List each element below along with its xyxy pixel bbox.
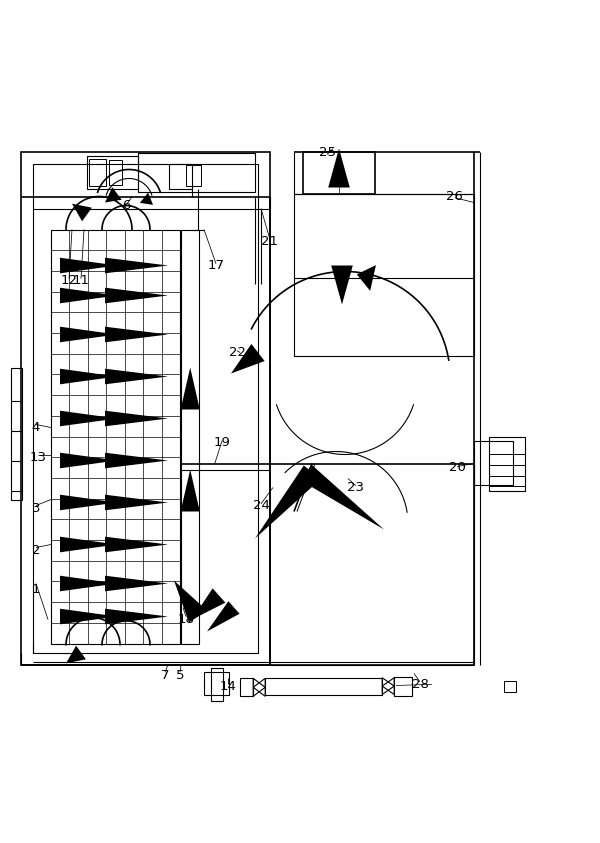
Polygon shape <box>105 411 168 427</box>
Bar <box>169 164 192 189</box>
Text: 3: 3 <box>32 502 40 515</box>
Polygon shape <box>60 609 117 625</box>
Polygon shape <box>181 470 200 512</box>
Polygon shape <box>105 327 168 342</box>
Polygon shape <box>60 368 117 384</box>
Polygon shape <box>140 192 153 205</box>
Text: 11: 11 <box>73 274 89 287</box>
Polygon shape <box>60 537 117 552</box>
Text: 2: 2 <box>32 544 40 557</box>
Polygon shape <box>192 588 226 620</box>
Bar <box>21 152 270 664</box>
Polygon shape <box>60 287 117 303</box>
Text: 17: 17 <box>208 259 224 272</box>
Bar <box>33 164 258 652</box>
Polygon shape <box>105 258 168 273</box>
Polygon shape <box>105 609 168 625</box>
Bar <box>294 194 474 356</box>
Text: 4: 4 <box>32 421 40 434</box>
Bar <box>186 165 201 186</box>
Polygon shape <box>301 464 384 529</box>
Polygon shape <box>105 368 168 384</box>
Polygon shape <box>181 368 200 410</box>
Text: 19: 19 <box>214 436 230 449</box>
Bar <box>394 676 412 696</box>
Bar <box>265 678 382 695</box>
Text: 22: 22 <box>229 346 245 359</box>
Polygon shape <box>60 258 117 273</box>
Text: 6: 6 <box>122 199 130 212</box>
Bar <box>138 153 255 192</box>
Polygon shape <box>60 327 117 342</box>
Bar <box>87 156 138 189</box>
Text: 23: 23 <box>347 481 364 494</box>
Polygon shape <box>231 344 265 373</box>
Bar <box>181 229 199 643</box>
Polygon shape <box>66 646 86 663</box>
Polygon shape <box>105 287 168 303</box>
Polygon shape <box>60 495 117 510</box>
Polygon shape <box>60 453 117 469</box>
Text: 24: 24 <box>253 499 269 512</box>
Text: 20: 20 <box>449 461 466 475</box>
Bar <box>211 668 223 701</box>
Bar <box>504 680 516 691</box>
Polygon shape <box>105 453 168 469</box>
Bar <box>489 437 525 491</box>
Polygon shape <box>105 495 168 510</box>
Polygon shape <box>105 537 168 552</box>
Polygon shape <box>105 576 168 591</box>
Polygon shape <box>60 576 117 591</box>
Polygon shape <box>357 265 376 291</box>
Bar <box>11 368 22 500</box>
Text: 28: 28 <box>412 678 428 690</box>
Text: 12: 12 <box>61 274 77 287</box>
Polygon shape <box>60 411 117 427</box>
Polygon shape <box>207 601 239 631</box>
Text: 14: 14 <box>220 680 236 693</box>
Polygon shape <box>328 148 350 187</box>
Text: 25: 25 <box>319 146 335 159</box>
Bar <box>240 679 253 696</box>
Polygon shape <box>331 266 353 304</box>
Text: 13: 13 <box>29 451 46 464</box>
Bar <box>474 441 513 485</box>
Bar <box>204 672 229 695</box>
Text: 5: 5 <box>176 669 184 682</box>
Bar <box>89 158 106 186</box>
Polygon shape <box>174 581 207 622</box>
Text: 26: 26 <box>446 190 463 203</box>
Bar <box>51 229 180 643</box>
Text: 21: 21 <box>262 235 278 248</box>
Bar <box>109 160 122 185</box>
Bar <box>303 152 375 194</box>
Polygon shape <box>72 204 92 222</box>
Polygon shape <box>105 187 122 202</box>
Text: 18: 18 <box>178 613 194 626</box>
Polygon shape <box>255 465 320 539</box>
Text: 7: 7 <box>161 669 169 682</box>
Text: 1: 1 <box>32 583 40 596</box>
